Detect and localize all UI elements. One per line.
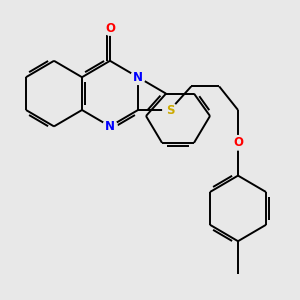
Circle shape (231, 136, 245, 150)
Text: N: N (105, 120, 115, 133)
Text: N: N (133, 71, 143, 84)
Text: S: S (166, 103, 174, 116)
Circle shape (163, 103, 177, 117)
Text: O: O (105, 22, 115, 34)
Text: O: O (233, 136, 243, 149)
Circle shape (131, 70, 145, 84)
Circle shape (103, 21, 117, 35)
Circle shape (103, 119, 117, 134)
